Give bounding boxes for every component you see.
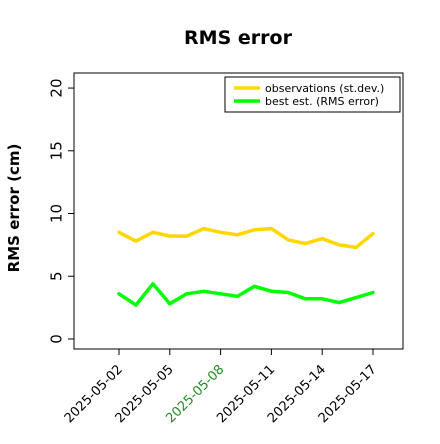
series-line-observations — [117, 226, 375, 250]
data-point — [219, 292, 223, 296]
series-line-best-estimate — [117, 282, 375, 307]
data-point — [354, 245, 358, 249]
data-point — [151, 230, 155, 234]
y-tick-label: 20 — [48, 79, 66, 98]
data-point — [252, 228, 256, 232]
y-tick-label: 15 — [48, 141, 66, 160]
legend-label: observations (st.dev.) — [265, 82, 384, 95]
data-point — [202, 227, 206, 231]
data-point — [117, 230, 121, 234]
data-point — [371, 232, 375, 236]
legend-box — [224, 76, 401, 113]
data-point — [168, 302, 172, 306]
y-tick-label: 5 — [48, 271, 66, 281]
data-point — [134, 303, 138, 307]
y-tick-label: 0 — [48, 334, 66, 344]
plot-frame — [73, 72, 404, 350]
data-point — [202, 289, 206, 293]
data-point — [371, 291, 375, 295]
y-tick-label: 10 — [48, 204, 66, 223]
data-point — [320, 237, 324, 241]
data-point — [134, 239, 138, 243]
data-point — [320, 297, 324, 301]
data-point — [337, 301, 341, 305]
data-point — [236, 233, 240, 237]
data-point — [151, 282, 155, 286]
data-point — [354, 296, 358, 300]
data-point — [303, 242, 307, 246]
data-point — [286, 291, 290, 295]
data-point — [337, 243, 341, 247]
data-point — [252, 284, 256, 288]
y-axis-label: RMS error (cm) — [5, 144, 23, 273]
data-point — [286, 238, 290, 242]
data-point — [269, 289, 273, 293]
data-point — [269, 227, 273, 231]
chart-title: RMS error — [184, 27, 293, 49]
data-point — [185, 292, 189, 296]
data-point — [303, 297, 307, 301]
legend-label: best est. (RMS error) — [265, 95, 379, 108]
data-point — [185, 234, 189, 238]
data-point — [236, 294, 240, 298]
data-point — [117, 292, 121, 296]
data-point — [219, 230, 223, 234]
data-point — [168, 234, 172, 238]
